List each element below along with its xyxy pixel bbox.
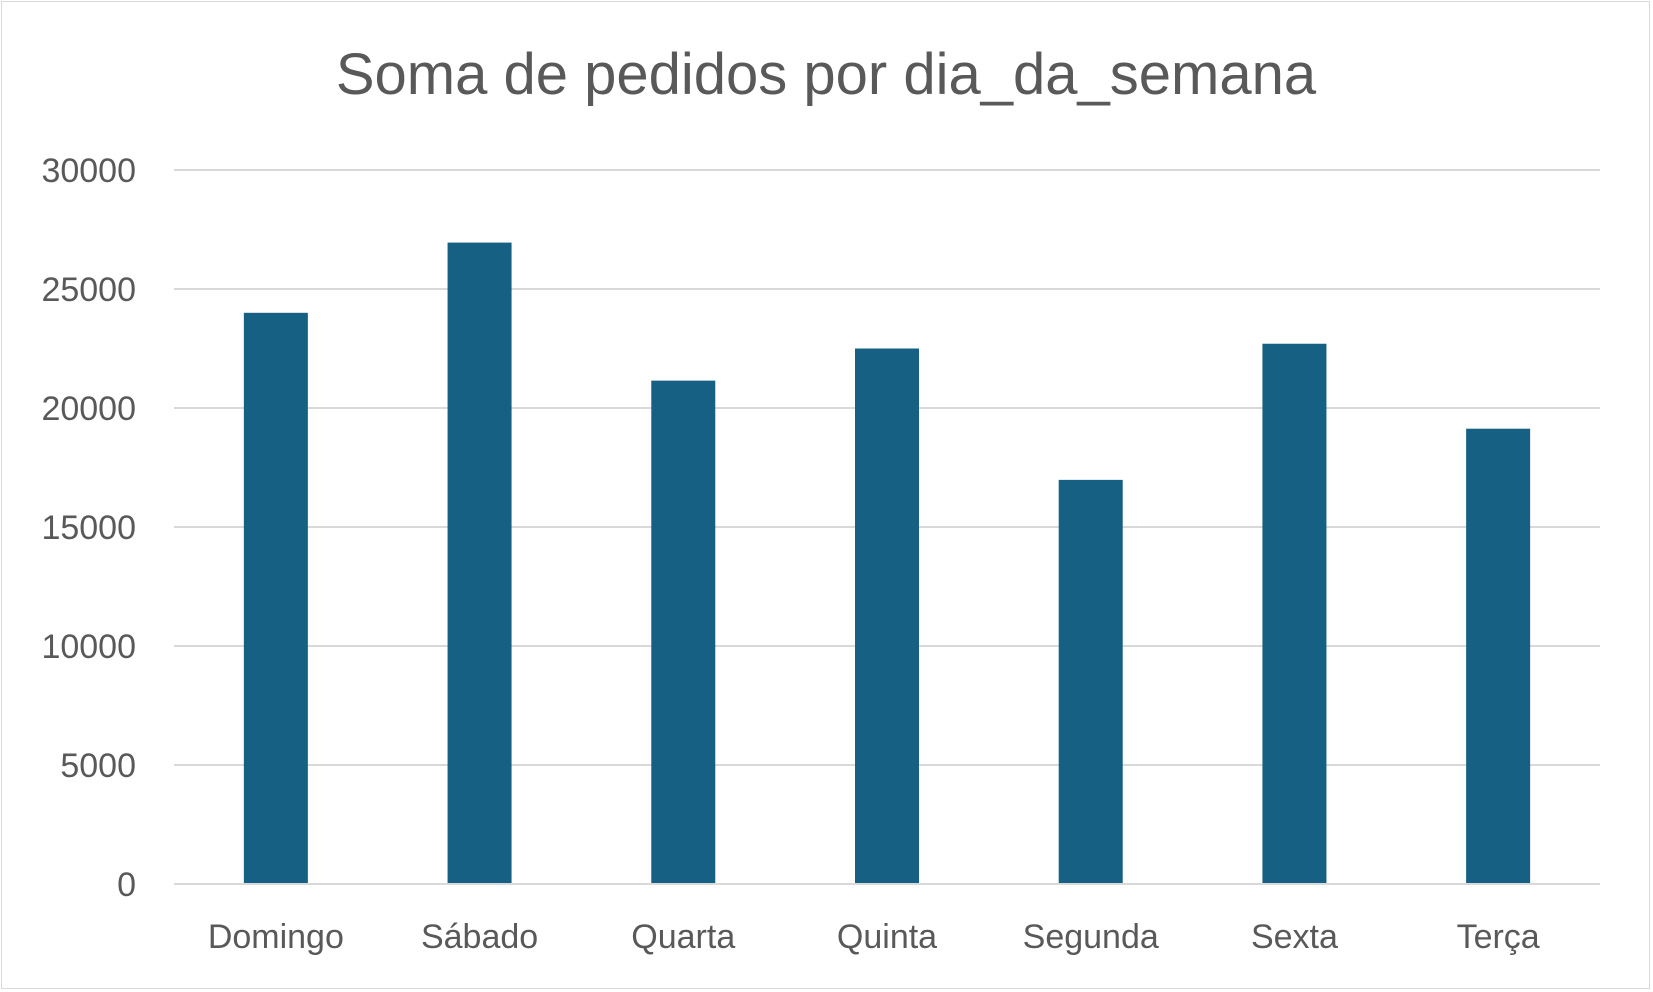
bar	[1466, 428, 1531, 884]
bar	[243, 312, 308, 884]
y-tick-label: 5000	[60, 747, 136, 785]
bar	[651, 380, 716, 884]
y-tick-label: 0	[117, 866, 136, 904]
y-tick-label: 20000	[41, 390, 136, 428]
y-axis-tick-labels: 0 5000 10000 15000 20000 25000 30000	[41, 152, 136, 904]
bar	[855, 348, 919, 884]
x-tick-label: Quinta	[837, 918, 937, 956]
x-axis-tick-labels: Domingo Sábado Quarta Quinta Segunda Sexta Ter…	[208, 918, 1540, 956]
bars	[243, 242, 1531, 885]
bar	[1262, 343, 1327, 884]
y-tick-label: 15000	[41, 509, 136, 547]
x-tick-label: Terça	[1457, 918, 1540, 956]
y-tick-label: 30000	[41, 152, 136, 190]
bar	[447, 242, 512, 885]
gridlines	[174, 169, 1600, 766]
x-tick-label: Segunda	[1023, 918, 1159, 956]
bar	[1058, 479, 1123, 884]
x-tick-label: Sexta	[1251, 918, 1338, 956]
x-tick-label: Domingo	[208, 918, 344, 956]
x-tick-label: Sábado	[421, 918, 538, 956]
y-tick-label: 25000	[41, 271, 136, 309]
x-tick-label: Quarta	[631, 918, 735, 956]
y-tick-label: 10000	[41, 628, 136, 666]
chart-title: Soma de pedidos por dia_da_semana	[336, 42, 1317, 107]
